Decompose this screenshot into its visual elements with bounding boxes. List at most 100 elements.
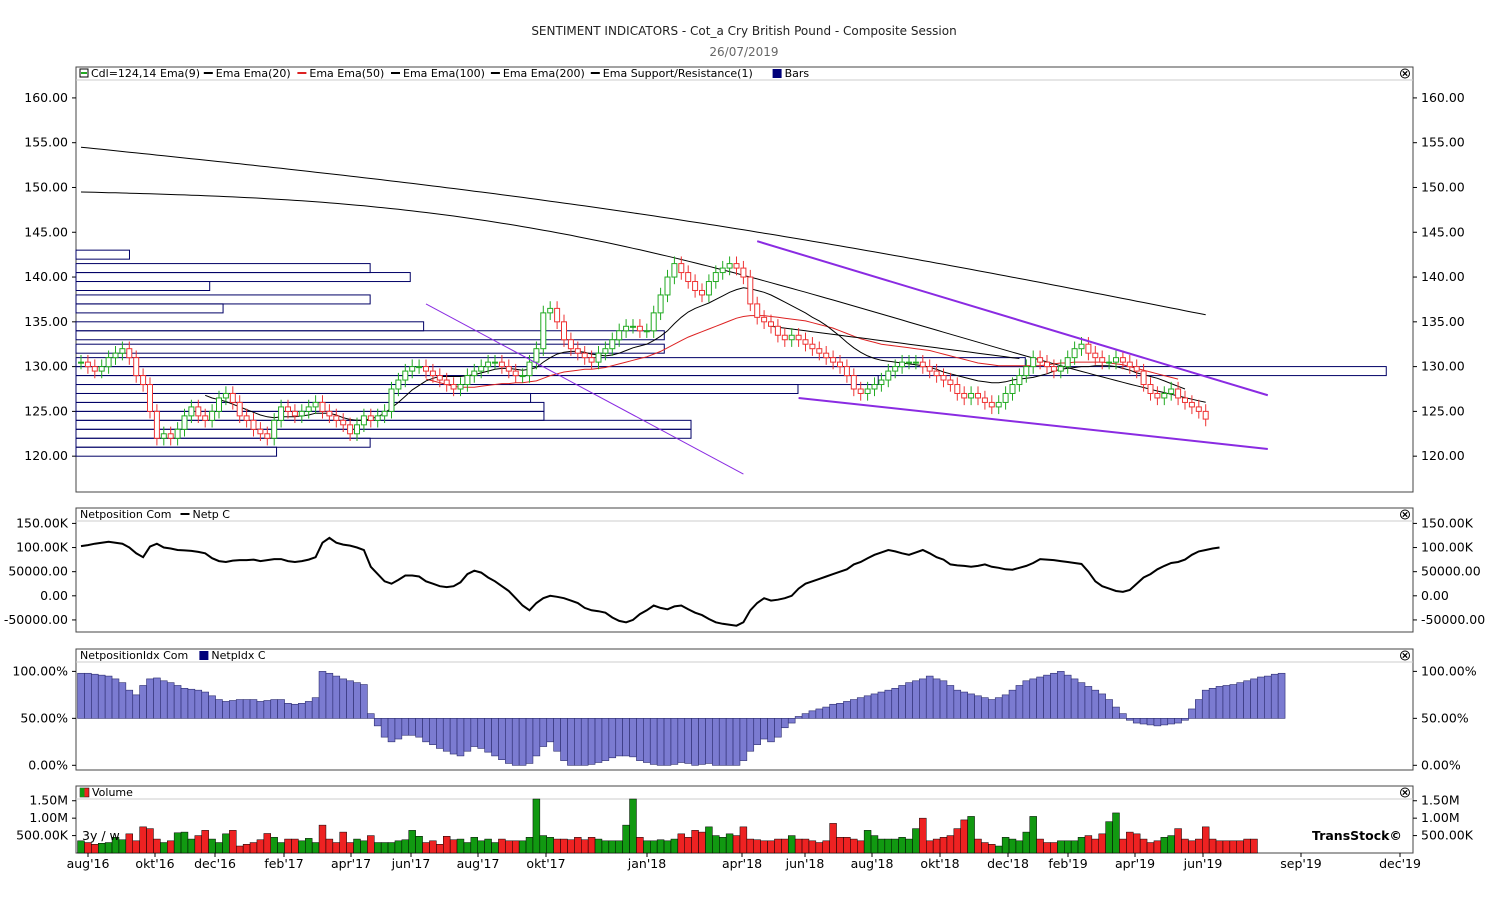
volume-bar <box>491 842 499 854</box>
volume-bar <box>408 830 416 854</box>
netpidx-bar <box>567 718 575 766</box>
netpidx-bar <box>1257 676 1265 719</box>
volume-bar <box>298 840 306 854</box>
netpidx-bar <box>532 718 541 757</box>
volume-bar <box>960 819 968 854</box>
netpidx-bar <box>249 699 258 719</box>
candle-body <box>1002 392 1009 403</box>
volume-bar <box>995 845 1003 854</box>
netpidx-bar <box>222 701 230 719</box>
volume-bar <box>401 839 410 854</box>
candle-body <box>1037 357 1044 363</box>
netpidx-bar <box>994 697 1003 719</box>
netpidx-bar <box>815 708 824 719</box>
volume-bar <box>470 837 479 854</box>
corner-watermark: 3y / w <box>82 828 120 843</box>
vol-y-tick-label: 1.00M <box>1421 810 1460 825</box>
netpidx-bar <box>781 718 789 729</box>
candle-body <box>754 303 761 318</box>
candle-body <box>1168 388 1175 394</box>
netpidx-bar <box>967 693 975 719</box>
candle-body <box>291 410 298 417</box>
candle-body <box>926 366 933 372</box>
x-tick-label: okt'18 <box>920 856 959 871</box>
candle-body <box>416 366 423 369</box>
candle-body <box>1182 397 1188 403</box>
candle-body <box>174 428 181 439</box>
legend-label: NetpositionIdx Com <box>80 649 188 662</box>
netpidx-bar <box>801 713 810 719</box>
netpidx-bar <box>242 699 251 719</box>
netpidx-bar <box>525 718 534 764</box>
netpidx-bar <box>884 689 893 719</box>
volume-profile-bar <box>75 343 665 354</box>
candle-body <box>919 361 926 368</box>
netpidx-bar <box>1084 686 1093 719</box>
candle-body <box>554 307 561 323</box>
vol-y-tick-label: 500.00K <box>1421 828 1474 843</box>
candle-body <box>740 267 747 278</box>
candle-body <box>892 366 899 372</box>
netpidx-bar <box>318 671 327 719</box>
netpidx-bar <box>1208 687 1217 719</box>
volume-bar <box>498 838 506 854</box>
netpidx-bar <box>877 691 886 719</box>
trendline <box>425 303 744 475</box>
candle-body <box>588 357 595 363</box>
netpidx-bar <box>118 682 127 719</box>
netpidx-bar <box>132 694 140 719</box>
candle-body <box>250 419 257 430</box>
price-y-tick-label: 150.00 <box>1421 179 1465 194</box>
volume-bar <box>394 840 403 854</box>
volume-bar <box>256 839 265 854</box>
netposition-line <box>80 536 1220 627</box>
netpidx-bar <box>1105 699 1113 719</box>
candle-body <box>885 370 892 381</box>
volume-bar <box>1202 826 1210 854</box>
candle-body <box>761 316 768 323</box>
candle-body <box>395 379 402 390</box>
netpidx-bar <box>1167 718 1175 725</box>
netp-y-tick-label: 50000.00 <box>8 564 68 579</box>
candle-body <box>367 415 374 421</box>
candle-body <box>816 348 823 354</box>
volume-bar <box>1126 831 1134 854</box>
volume-bar <box>863 830 872 854</box>
netpidx-bar <box>718 718 727 766</box>
price-y-tick-label: 160.00 <box>1421 90 1465 105</box>
volume-bar <box>1222 840 1231 854</box>
ema100-long-line <box>80 191 1206 403</box>
netpidx-bar <box>442 718 451 752</box>
netpidx-bar <box>553 718 561 752</box>
candle-body <box>1050 366 1057 372</box>
netpidx-bar <box>304 701 313 719</box>
candle-body <box>788 334 795 341</box>
candle-body <box>340 419 347 426</box>
candle-body <box>209 410 216 421</box>
candle-body <box>326 410 333 417</box>
netpidx-bar <box>649 718 658 765</box>
netpidx-bar <box>608 718 617 759</box>
candle-body <box>498 361 505 368</box>
volume-bar <box>967 816 975 854</box>
volume-bar <box>1167 835 1175 854</box>
price-y-tick-label: 135.00 <box>1421 314 1465 329</box>
netpidx-bar <box>1132 718 1141 724</box>
ema100-line <box>770 325 1020 359</box>
netpidx-bar <box>912 680 920 719</box>
volume-bar <box>84 842 92 854</box>
candle-body <box>243 415 250 421</box>
volume-bar <box>629 798 637 854</box>
legend-label: Ema Ema(50) <box>309 67 384 80</box>
netpidx-bar <box>1146 718 1155 726</box>
netpidx-bar <box>263 700 272 719</box>
volume-profile-bar <box>75 249 130 260</box>
legend-label: Netp C <box>193 508 231 521</box>
volume-bar <box>463 842 472 854</box>
candle-body <box>1161 392 1168 399</box>
netpidx-bar <box>1077 682 1086 719</box>
netpidx-bar <box>1139 718 1148 725</box>
netpidx-bar <box>677 718 686 763</box>
netpidx-bar <box>1243 680 1251 719</box>
